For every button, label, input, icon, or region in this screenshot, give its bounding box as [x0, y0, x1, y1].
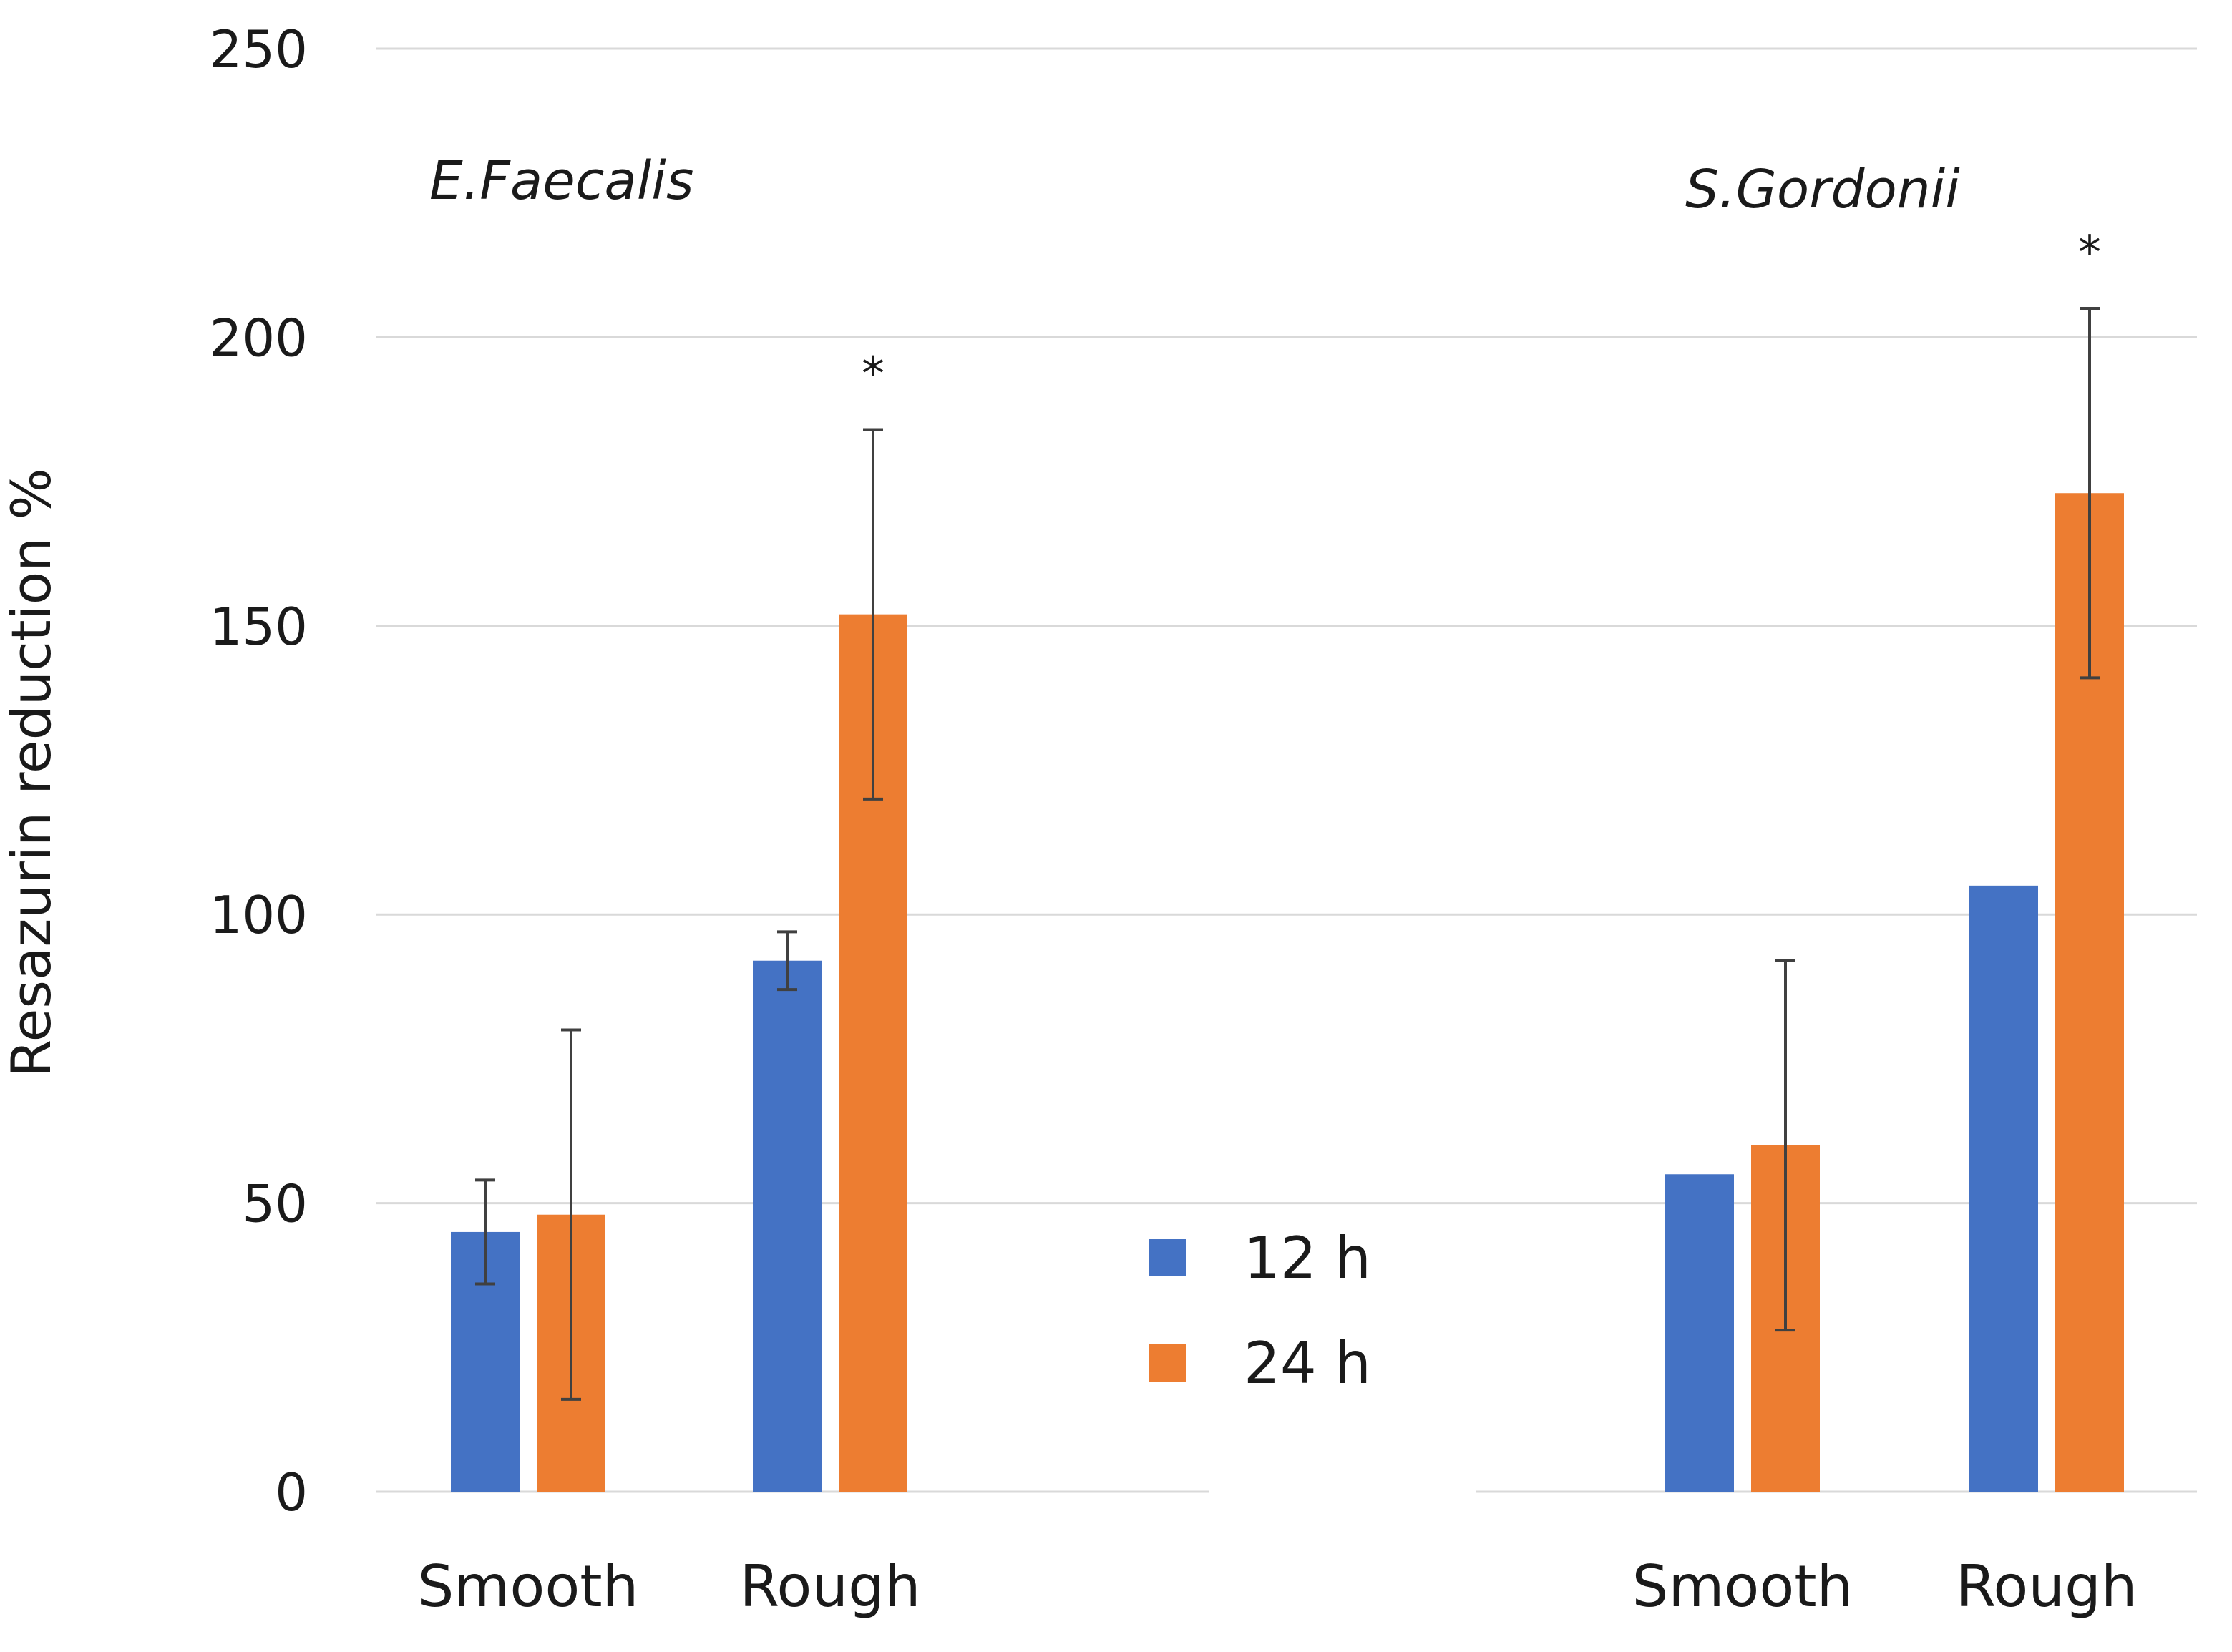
y-tick-label-50: 50 — [242, 1174, 308, 1234]
significance-star: * — [2078, 227, 2101, 280]
legend: 12 h 24 h — [1149, 1225, 1371, 1397]
y-tick-label-0: 0 — [275, 1462, 308, 1523]
category-label-rough: Rough — [739, 1553, 920, 1620]
group-titles: E.Faecalis S.Gordonii — [429, 150, 1960, 220]
legend-label-12h: 12 h — [1244, 1225, 1371, 1291]
y-tick-label-100: 100 — [210, 885, 308, 945]
group-title-2: S.Gordonii — [1685, 159, 1960, 220]
legend-label-24h: 24 h — [1244, 1330, 1371, 1397]
error-bar — [1775, 959, 1795, 1332]
error-bar — [777, 930, 797, 992]
group-title-1: E.Faecalis — [429, 150, 693, 212]
y-axis-title: Resazurin reduction % — [0, 468, 63, 1077]
y-axis-ticks: 0 50 100 150 200 250 — [210, 19, 308, 1523]
category-label-smooth: Smooth — [418, 1553, 639, 1620]
significance-markers: ** — [862, 227, 2101, 401]
error-bar — [863, 428, 883, 801]
bar-efaecalis-rough-12h — [753, 960, 822, 1492]
legend-swatch-12h — [1149, 1239, 1186, 1276]
error-bar — [561, 1028, 581, 1401]
error-bar — [475, 1178, 495, 1286]
error-bar — [2080, 307, 2100, 680]
category-label-rough: Rough — [1956, 1553, 2137, 1620]
significance-star: * — [862, 348, 884, 401]
category-labels: Smooth Rough Smooth Rough — [418, 1553, 2138, 1620]
bar-sgordonii-rough-12h — [1969, 885, 2038, 1492]
category-label-smooth: Smooth — [1632, 1553, 1853, 1620]
legend-swatch-24h — [1149, 1344, 1186, 1382]
error-bars — [475, 307, 2100, 1401]
y-tick-label-200: 200 — [210, 308, 308, 368]
bar-sgordonii-smooth-12h — [1665, 1174, 1734, 1492]
gridlines — [376, 47, 2197, 1205]
y-tick-label-150: 150 — [210, 597, 308, 657]
y-tick-label-250: 250 — [210, 19, 308, 79]
